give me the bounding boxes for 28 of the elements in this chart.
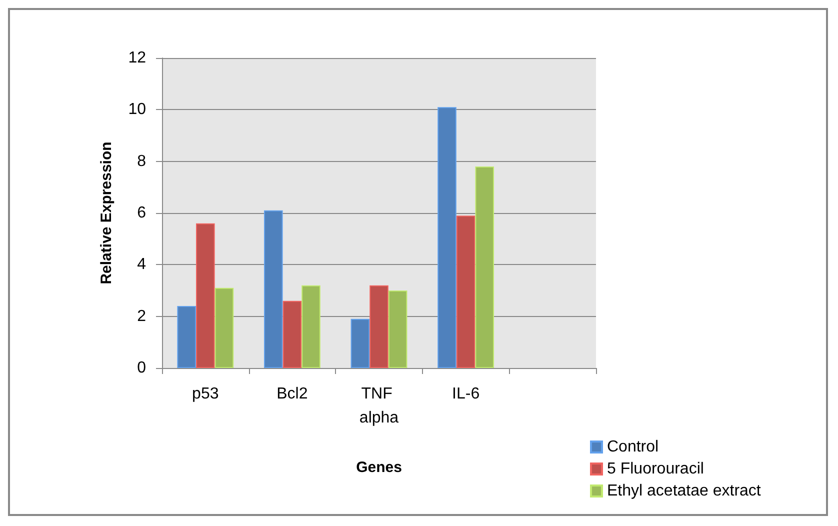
y-axis-title: Relative Expression [98,142,115,284]
y-tick-label: 8 [137,152,146,170]
x-tick-label: p53 [192,386,219,402]
bar [214,288,234,368]
bar [456,216,476,368]
x-tick-label: Bcl2 [276,386,308,402]
x-tick-label: IL-6 [452,386,480,402]
bar [264,210,283,368]
bar [388,290,408,368]
bar [196,223,215,368]
bar [282,300,302,368]
bar [302,285,320,368]
bar [350,318,370,368]
bar [475,166,494,368]
x-tick-label: TNF alpha [359,386,399,426]
legend-label: 5 Fluorouracil [607,460,704,478]
y-tick-label: 6 [137,204,146,222]
y-tick-label: 10 [128,101,146,118]
y-tick-label: 2 [137,308,146,325]
legend-label: Ethyl acetatae extract [607,482,762,500]
bar [370,285,388,368]
y-tick-label: 12 [128,50,146,66]
y-tick-label: 0 [137,360,146,376]
bar [438,107,456,368]
x-axis-title: Genes [356,459,402,476]
y-tick-label: 4 [137,256,146,274]
legend-label: Control [607,438,659,456]
bar [177,306,196,368]
